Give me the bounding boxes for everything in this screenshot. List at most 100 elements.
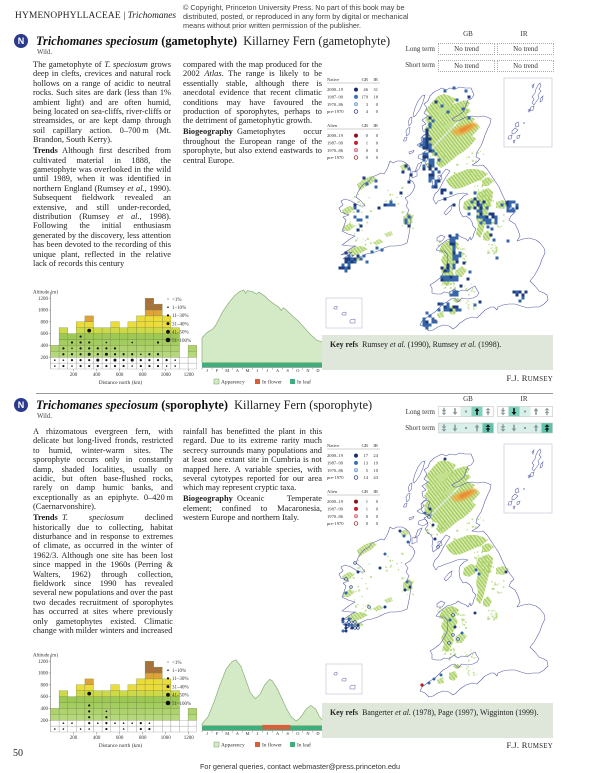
svg-text:600: 600 [41, 332, 49, 337]
svg-text:18: 18 [373, 95, 378, 100]
svg-text:31: 31 [373, 87, 378, 92]
svg-text:IR: IR [373, 489, 379, 494]
svg-text:13: 13 [363, 461, 368, 466]
svg-text:0: 0 [366, 148, 369, 153]
svg-text:24: 24 [373, 453, 378, 458]
svg-text:GB: GB [362, 123, 368, 128]
svg-text:600: 600 [41, 695, 49, 700]
svg-text:1970–86: 1970–86 [327, 468, 344, 473]
svg-text:0: 0 [376, 141, 379, 146]
svg-text:46: 46 [363, 87, 368, 92]
svg-text:Alien: Alien [327, 123, 338, 128]
svg-text:800: 800 [139, 736, 147, 741]
svg-text:1970–86: 1970–86 [327, 148, 344, 153]
svg-text:D: D [316, 368, 319, 373]
svg-text:<1%: <1% [172, 661, 182, 666]
svg-text:0: 0 [376, 148, 379, 153]
svg-text:N: N [306, 368, 310, 373]
svg-text:O: O [296, 731, 299, 736]
svg-text:Alien: Alien [327, 489, 338, 494]
svg-text:A: A [236, 368, 240, 373]
svg-text:1987–99: 1987–99 [327, 461, 344, 466]
svg-text:Apparency: Apparency [221, 742, 245, 748]
svg-text:M: M [245, 368, 249, 373]
svg-text:Altitude (m): Altitude (m) [33, 291, 58, 296]
svg-text:A: A [276, 731, 280, 736]
svg-text:0: 0 [376, 102, 379, 107]
svg-text:3: 3 [366, 102, 369, 107]
svg-text:17: 17 [363, 453, 368, 458]
svg-text:Altitude (m): Altitude (m) [33, 654, 58, 659]
svg-text:IR: IR [373, 443, 379, 448]
svg-text:S: S [286, 731, 289, 736]
svg-text:0: 0 [376, 499, 379, 504]
svg-text:600: 600 [116, 373, 124, 378]
svg-text:31–40%: 31–40% [172, 685, 189, 690]
svg-text:2000–19: 2000–19 [327, 87, 344, 92]
svg-text:179: 179 [361, 95, 369, 100]
svg-text:S: S [286, 368, 289, 373]
svg-text:1–10%: 1–10% [172, 306, 186, 311]
svg-text:200: 200 [70, 373, 78, 378]
svg-text:1: 1 [366, 507, 369, 512]
svg-text:400: 400 [41, 344, 49, 349]
svg-text:400: 400 [93, 373, 101, 378]
svg-text:11–30%: 11–30% [172, 314, 188, 319]
svg-text:In flower: In flower [262, 741, 282, 748]
svg-text:800: 800 [41, 683, 49, 688]
svg-text:1200: 1200 [38, 297, 49, 302]
svg-text:J: J [257, 368, 259, 373]
svg-text:200: 200 [70, 736, 78, 741]
svg-text:400: 400 [93, 736, 101, 741]
svg-text:J: J [257, 731, 259, 736]
svg-text:5: 5 [366, 468, 369, 473]
svg-text:1–10%: 1–10% [172, 669, 186, 674]
svg-text:0: 0 [376, 521, 379, 526]
svg-text:Apparency: Apparency [221, 379, 245, 385]
svg-text:GB: GB [362, 489, 368, 494]
svg-text:0: 0 [376, 514, 379, 519]
svg-text:N: N [306, 731, 310, 736]
svg-text:51–100%: 51–100% [172, 702, 191, 707]
svg-text:10: 10 [373, 468, 378, 473]
svg-text:43: 43 [373, 475, 378, 480]
svg-text:41–50%: 41–50% [172, 694, 189, 699]
svg-text:14: 14 [363, 475, 368, 480]
svg-text:4: 4 [366, 109, 369, 114]
svg-text:400: 400 [41, 707, 49, 712]
svg-text:1000: 1000 [161, 373, 172, 378]
svg-text:pre-1970: pre-1970 [327, 155, 344, 160]
svg-text:pre-1970: pre-1970 [327, 475, 344, 480]
svg-text:Native: Native [327, 77, 339, 82]
svg-text:IR: IR [373, 77, 379, 82]
svg-text:600: 600 [116, 736, 124, 741]
svg-text:D: D [316, 731, 319, 736]
svg-text:J: J [206, 368, 208, 373]
svg-text:1200: 1200 [184, 373, 195, 378]
svg-text:19: 19 [373, 461, 378, 466]
svg-text:pre-1970: pre-1970 [327, 521, 344, 526]
svg-text:Distance north (km): Distance north (km) [99, 379, 143, 386]
svg-text:51–100%: 51–100% [172, 339, 191, 344]
svg-text:31–40%: 31–40% [172, 322, 189, 327]
svg-text:200: 200 [41, 719, 49, 724]
svg-text:<1%: <1% [172, 298, 182, 303]
svg-text:Distance north (km): Distance north (km) [99, 742, 143, 749]
svg-text:1987–99: 1987–99 [327, 141, 344, 146]
svg-text:1987–99: 1987–99 [327, 95, 344, 100]
svg-text:1000: 1000 [161, 736, 172, 741]
svg-text:F: F [216, 368, 219, 373]
svg-text:Native: Native [327, 443, 339, 448]
svg-text:In leaf: In leaf [297, 378, 311, 385]
svg-text:IR: IR [373, 123, 379, 128]
svg-text:M: M [245, 731, 249, 736]
svg-text:200: 200 [41, 356, 49, 361]
svg-text:1: 1 [366, 499, 369, 504]
svg-text:2000–19: 2000–19 [327, 453, 344, 458]
svg-text:0: 0 [366, 133, 369, 138]
svg-text:0: 0 [376, 109, 379, 114]
svg-text:2000–19: 2000–19 [327, 133, 344, 138]
svg-text:0: 0 [366, 521, 369, 526]
svg-text:800: 800 [41, 320, 49, 325]
svg-text:M: M [225, 368, 229, 373]
